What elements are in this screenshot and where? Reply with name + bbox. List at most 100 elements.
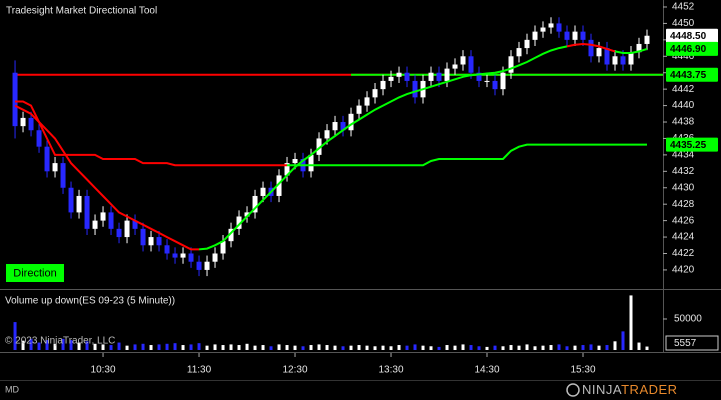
volume-bar xyxy=(429,346,433,350)
candle-body xyxy=(172,253,178,258)
y-tick-label: 4438 xyxy=(672,117,695,128)
candle-body xyxy=(148,237,154,246)
volume-bar xyxy=(341,346,345,350)
volume-bar xyxy=(549,345,553,350)
volume-bar xyxy=(421,345,425,350)
volume-bar xyxy=(493,345,497,350)
volume-bar xyxy=(133,344,137,350)
volume-title: Volume up down(ES 09-23 (5 Minute)) xyxy=(5,296,175,307)
candle-body xyxy=(180,253,186,258)
x-tick-label: 13:30 xyxy=(379,365,404,376)
candle-body xyxy=(540,27,546,32)
y-tick-label: 4432 xyxy=(672,166,695,177)
volume-bar xyxy=(285,345,289,350)
candle-body xyxy=(228,228,234,242)
candle-body xyxy=(164,245,170,254)
volume-bar xyxy=(197,343,201,350)
volume-bar xyxy=(477,346,481,350)
candle-body xyxy=(604,48,610,65)
volume-bar xyxy=(613,341,617,350)
candle-body xyxy=(52,163,58,172)
direction-label: Direction xyxy=(13,267,56,279)
indicator-line xyxy=(287,143,647,167)
volume-bar xyxy=(541,345,545,350)
price-marker xyxy=(666,67,718,82)
candle-body xyxy=(468,56,474,73)
candle-body xyxy=(580,31,586,40)
volume-bar xyxy=(533,346,537,350)
volume-bar xyxy=(309,345,313,350)
candle-body xyxy=(92,220,98,229)
volume-bar xyxy=(317,344,321,350)
candle-body xyxy=(556,23,562,32)
candle-body xyxy=(132,220,138,229)
y-tick-label: 4440 xyxy=(672,100,695,111)
volume-bar xyxy=(117,342,121,350)
volume-bar xyxy=(573,345,577,350)
price-marker-label: 4443.75 xyxy=(670,70,707,81)
volume-bar xyxy=(61,338,65,350)
candle-body xyxy=(500,72,506,90)
volume-bar xyxy=(13,322,17,350)
volume-bar xyxy=(517,345,521,350)
candle-body xyxy=(356,105,362,114)
price-marker-label: 4435.25 xyxy=(670,140,707,151)
candle-body xyxy=(220,241,226,254)
x-tick-label: 15:30 xyxy=(570,365,595,376)
volume-bar xyxy=(445,345,449,350)
candle-body xyxy=(244,212,250,217)
candle-body xyxy=(60,163,66,188)
candle-body xyxy=(572,31,578,40)
candle-body xyxy=(340,122,346,131)
candle-body xyxy=(404,72,410,81)
volume-bar xyxy=(205,345,209,350)
footer: MD xyxy=(5,384,19,394)
volume-bar xyxy=(349,345,353,350)
candle-body xyxy=(316,138,322,155)
volume-bar xyxy=(85,341,89,350)
volume-bar xyxy=(509,345,513,350)
candle-body xyxy=(100,212,106,221)
volume-bar xyxy=(301,346,305,350)
candle-body xyxy=(396,72,402,77)
volume-bar xyxy=(229,344,233,350)
volume-bar xyxy=(557,344,561,350)
candle-body xyxy=(428,72,434,81)
candle-body xyxy=(68,187,74,213)
candle-body xyxy=(588,39,594,57)
candle-body xyxy=(452,64,458,69)
volume-bar xyxy=(389,346,393,350)
indicator-line xyxy=(198,45,648,251)
volume-bar xyxy=(645,346,649,350)
candle-body xyxy=(460,56,466,65)
volume-bar xyxy=(605,345,609,350)
volume-bar xyxy=(397,345,401,350)
candle-body xyxy=(380,80,386,90)
volume-marker-label: 5557 xyxy=(674,338,697,349)
volume-bar xyxy=(501,346,505,350)
logo-part: TRADER xyxy=(621,382,677,397)
volume-bar xyxy=(253,345,257,350)
price-marker xyxy=(666,28,718,43)
volume-bar xyxy=(181,345,185,350)
candle-body xyxy=(516,48,522,57)
candle-body xyxy=(348,113,354,131)
volume-bar xyxy=(437,346,441,350)
price-marker xyxy=(666,137,718,152)
y-tick-label: 4420 xyxy=(672,265,695,276)
candle-body xyxy=(108,212,114,229)
volume-bar xyxy=(37,342,41,350)
chart-title: Tradesight Market Directional Tool xyxy=(6,6,157,17)
candle-body xyxy=(204,261,210,270)
x-tick-label: 14:30 xyxy=(474,365,499,376)
volume-bar xyxy=(101,344,105,350)
candle-body xyxy=(532,31,538,40)
y-tick-label: 4434 xyxy=(672,150,695,161)
volume-bar xyxy=(525,344,529,350)
candle-body xyxy=(332,122,338,131)
candle-body xyxy=(260,187,266,196)
indicator-line xyxy=(15,100,287,167)
candle-body xyxy=(236,216,242,229)
